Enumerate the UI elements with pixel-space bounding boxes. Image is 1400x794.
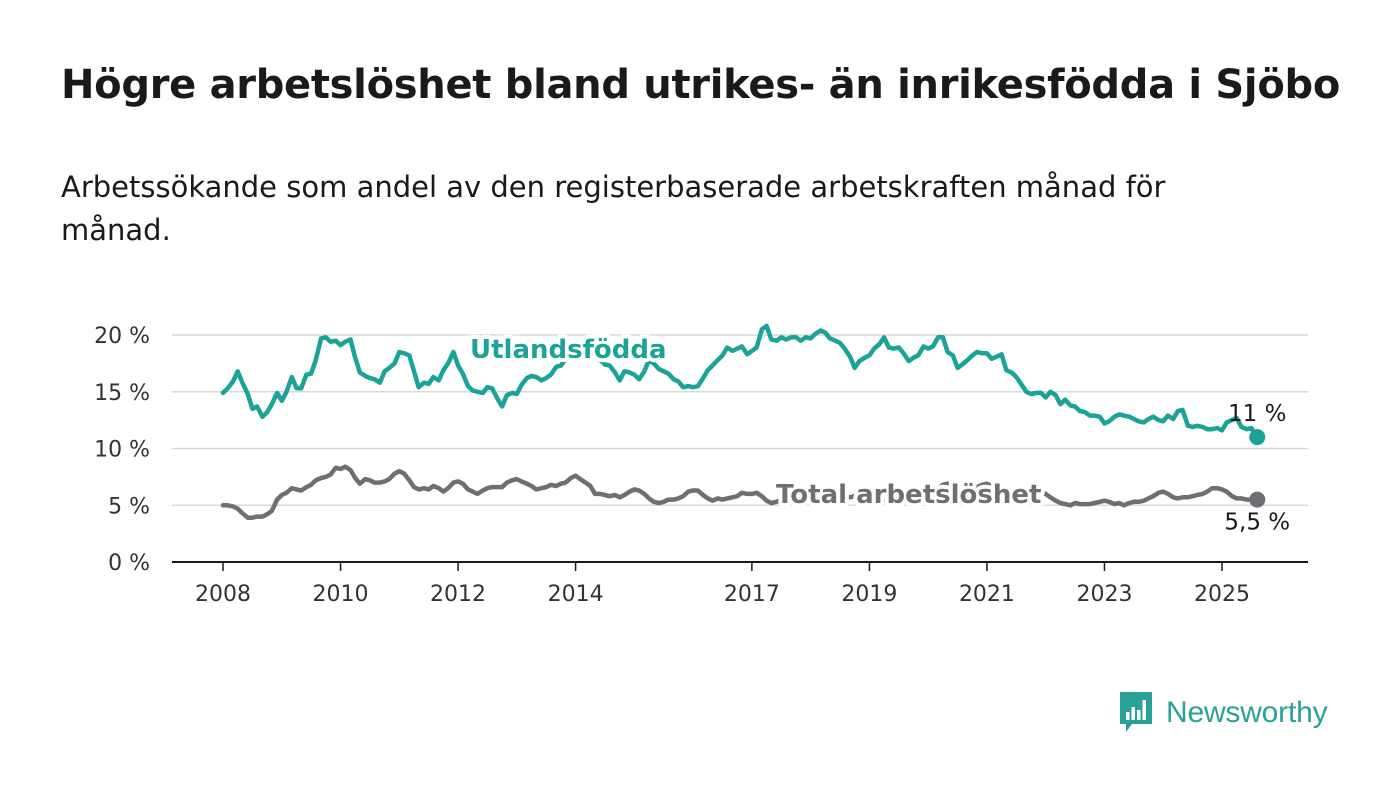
series-name-label-total: Total arbetslöshet [776, 480, 1041, 510]
x-tick-label: 2025 [1194, 582, 1250, 607]
series-end-marker-utlandsfodda [1249, 429, 1266, 446]
page-subtitle: Arbetssökande som andel av den registerb… [61, 170, 1166, 247]
series-line-total [220, 464, 1260, 520]
newsworthy-logo-icon [1120, 692, 1152, 732]
series-end-label-total: 5,5 % [1224, 510, 1290, 536]
x-tick-label: 2008 [195, 582, 251, 607]
page-title: Högre arbetslöshet bland utrikes- än inr… [61, 62, 1341, 108]
x-tick-label: 2017 [724, 582, 780, 607]
x-tick-label: 2023 [1076, 582, 1132, 607]
series-end-marker-total [1249, 491, 1266, 508]
series-labels: 11 % 5,5 % Utlandsfödda Total arbetslöshet [466, 331, 1290, 536]
x-tick-label: 2014 [548, 582, 604, 607]
x-tick-label: 2019 [841, 582, 897, 607]
y-tick-label: 0 % [108, 551, 150, 576]
y-tick-label: 10 % [94, 438, 150, 463]
brand-name: Newsworthy [1166, 696, 1328, 729]
series-lines [220, 323, 1266, 520]
brand-logo: Newsworthy [1118, 690, 1328, 736]
series-line-utlandsfodda [220, 323, 1260, 440]
x-tick-label: 2012 [430, 582, 486, 607]
y-tick-label: 15 % [94, 381, 150, 406]
axes: 0 % 5 % 10 % 15 % 20 % 2008 2010 2012 2014 2017 20… [94, 324, 1308, 607]
x-tick-label: 2021 [959, 582, 1015, 607]
y-tick-label: 5 % [108, 494, 150, 519]
series-name-label-utlandsfodda: Utlandsfödda [470, 335, 667, 365]
y-tick-label: 20 % [94, 324, 150, 349]
x-tick-label: 2010 [313, 582, 369, 607]
series-end-label-utlandsfodda: 11 % [1228, 401, 1286, 427]
